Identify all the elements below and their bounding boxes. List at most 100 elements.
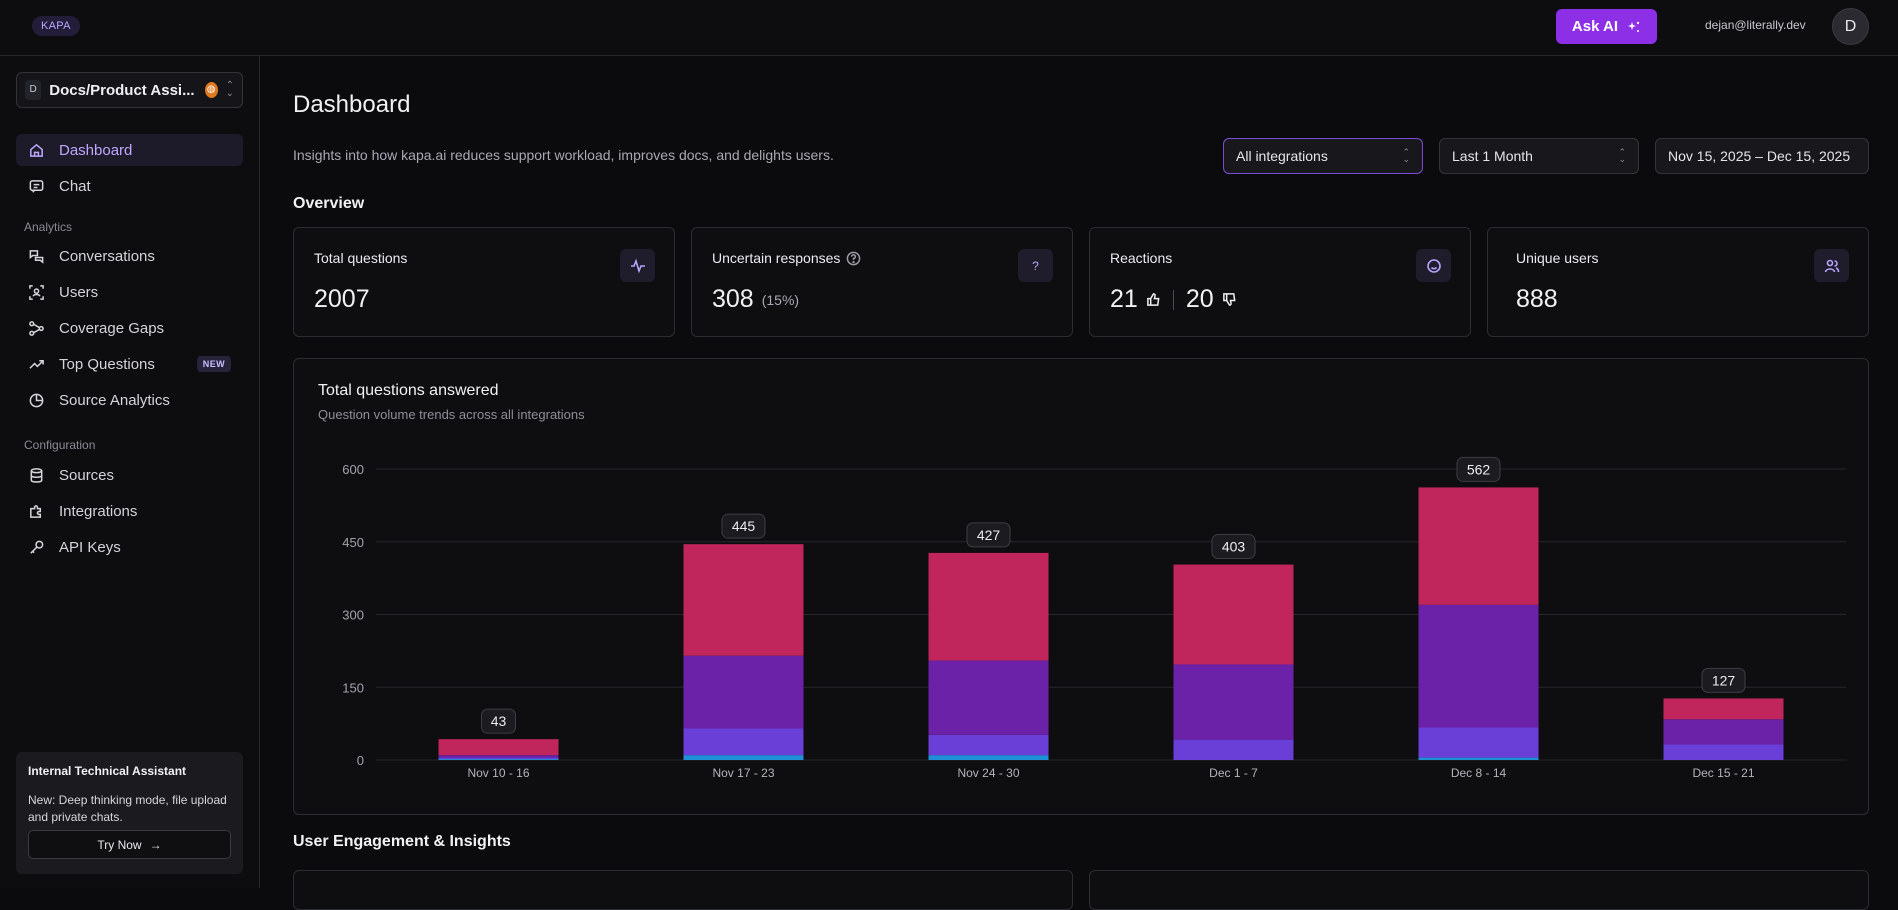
users-icon <box>1814 249 1849 282</box>
bar-segment <box>1418 604 1539 728</box>
nav-label: Conversations <box>59 247 155 265</box>
main-content: Dashboard Insights into how kapa.ai redu… <box>261 57 1898 910</box>
thumbs-down-icon <box>1222 293 1236 306</box>
bar-segment <box>438 755 559 758</box>
project-name: Docs/Product Assi... <box>49 81 195 99</box>
nav-item-conversations[interactable]: Conversations <box>16 240 243 272</box>
analytics-section-label: Analytics <box>24 220 73 234</box>
unique-users-card: Unique users 888 <box>1487 227 1869 337</box>
chevron-updown-icon: ⌃ ⌄ <box>1618 147 1626 164</box>
bar-segment <box>438 739 559 756</box>
page-subtitle: Insights into how kapa.ai reduces suppor… <box>293 147 834 163</box>
stacked-bar-chart: 0 150 300 450 600 Nov 10 - 16 43 Nov 17 - 23 445… <box>342 456 1846 780</box>
total-label: 127 <box>1712 672 1736 688</box>
engagement-card-right <box>1089 870 1869 910</box>
bar-segment <box>683 728 804 756</box>
user-avatar[interactable]: D <box>1832 8 1869 45</box>
card-value: 888 <box>1516 285 1558 313</box>
home-icon <box>30 143 43 157</box>
project-avatar: D <box>25 80 42 100</box>
globe-icon: ◍ <box>204 82 218 98</box>
total-questions-card: Total questions 2007 <box>293 227 675 337</box>
bar-segment <box>1663 744 1784 760</box>
question-icon: ? <box>1018 249 1053 282</box>
bar-segment <box>928 734 1049 756</box>
smile-icon <box>1416 249 1451 282</box>
brand-logo[interactable]: KAPA <box>32 16 80 36</box>
total-label-pill <box>481 708 516 734</box>
overview-heading: Overview <box>293 195 365 212</box>
chart-subtitle: Question volume trends across all integr… <box>318 407 585 422</box>
nav-label: API Keys <box>59 538 121 556</box>
nav-label: Users <box>59 283 99 301</box>
bar-segment <box>928 552 1049 661</box>
date-range-picker[interactable]: Nov 15, 2025 – Dec 15, 2025 <box>1655 138 1869 174</box>
card-value: 308 <box>712 285 754 313</box>
try-now-label: Try Now <box>97 837 142 852</box>
nav-label: Source Analytics <box>59 391 170 409</box>
nav-label: Chat <box>59 177 91 195</box>
bar-segment <box>1663 719 1784 745</box>
chart-title: Total questions answered <box>318 382 499 399</box>
card-title: Total questions <box>314 250 408 266</box>
reactions-card: Reactions 21 20 <box>1089 227 1471 337</box>
bar-segment <box>1173 739 1294 760</box>
card-title: Reactions <box>1110 250 1173 266</box>
nav-label: Dashboard <box>59 141 133 159</box>
bar-segment <box>438 757 559 760</box>
promo-card: Internal Technical Assistant New: Deep t… <box>16 752 243 874</box>
try-now-button[interactable]: Try Now → <box>28 830 231 859</box>
total-label: 403 <box>1222 539 1246 555</box>
y-tick-label: 150 <box>342 680 364 695</box>
arrow-right-icon: → <box>149 837 162 852</box>
integration-select-value: All integrations <box>1236 148 1328 164</box>
pie-chart-icon <box>29 393 44 407</box>
ask-ai-button[interactable]: Ask AI <box>1556 9 1657 44</box>
bar-segment <box>1663 698 1784 720</box>
integration-select[interactable]: All integrations ⌃ ⌄ <box>1223 138 1423 174</box>
chevron-updown-icon: ⌃ ⌄ <box>1402 147 1410 164</box>
trending-up-icon <box>29 359 44 369</box>
nav-item-source-analytics[interactable]: Source Analytics <box>16 384 243 416</box>
configuration-section-label: Configuration <box>24 438 96 452</box>
total-label-pill <box>966 522 1011 548</box>
bar-segment <box>683 755 804 760</box>
bar-segment <box>928 660 1049 735</box>
thumbs-down-count: 20 <box>1185 285 1214 313</box>
card-title: Unique users <box>1516 250 1599 266</box>
nav-item-top-questions[interactable]: Top Questions NEW <box>16 348 243 380</box>
project-selector[interactable]: D Docs/Product Assi... ◍ ⌃ ⌄ <box>16 72 243 108</box>
nav-item-dashboard[interactable]: Dashboard <box>16 134 243 166</box>
nav-item-api-keys[interactable]: API Keys <box>16 531 243 563</box>
x-tick-label: Nov 24 - 30 <box>957 766 1019 780</box>
bar-segment <box>438 759 559 760</box>
card-title: Uncertain responses <box>712 250 841 266</box>
help-circle-icon[interactable] <box>846 251 861 266</box>
puzzle-icon <box>30 504 42 518</box>
nav-item-integrations[interactable]: Integrations <box>16 495 243 527</box>
chevron-updown-icon: ⌃ ⌄ <box>225 80 234 99</box>
page-title: Dashboard <box>293 91 411 118</box>
period-select[interactable]: Last 1 Month ⌃ ⌄ <box>1439 138 1639 174</box>
card-value: 2007 <box>314 285 370 313</box>
bar-segment <box>1418 757 1539 760</box>
top-bar: KAPA Ask AI dejan@literally.dev D <box>0 0 1898 56</box>
bar-segment <box>1418 487 1539 605</box>
nav-label: Top Questions <box>59 355 155 373</box>
ask-ai-label: Ask AI <box>1571 18 1619 35</box>
total-label: 445 <box>732 518 756 534</box>
database-icon <box>30 467 43 483</box>
nav-item-users[interactable]: Users <box>16 276 243 308</box>
thumbs-up-count: 21 <box>1110 285 1138 313</box>
user-email: dejan@literally.dev <box>1705 18 1806 32</box>
bar-segment <box>683 655 804 729</box>
nav-label: Sources <box>59 466 115 484</box>
nav-item-coverage-gaps[interactable]: Coverage Gaps <box>16 312 243 344</box>
nav-item-chat[interactable]: Chat <box>16 170 243 202</box>
sparkle-icon <box>1628 21 1640 32</box>
bar-segment <box>1173 664 1294 740</box>
users-scan-icon <box>29 284 44 300</box>
engagement-card-left <box>293 870 1073 910</box>
nav-item-sources[interactable]: Sources <box>16 459 243 491</box>
activity-icon <box>620 249 655 282</box>
